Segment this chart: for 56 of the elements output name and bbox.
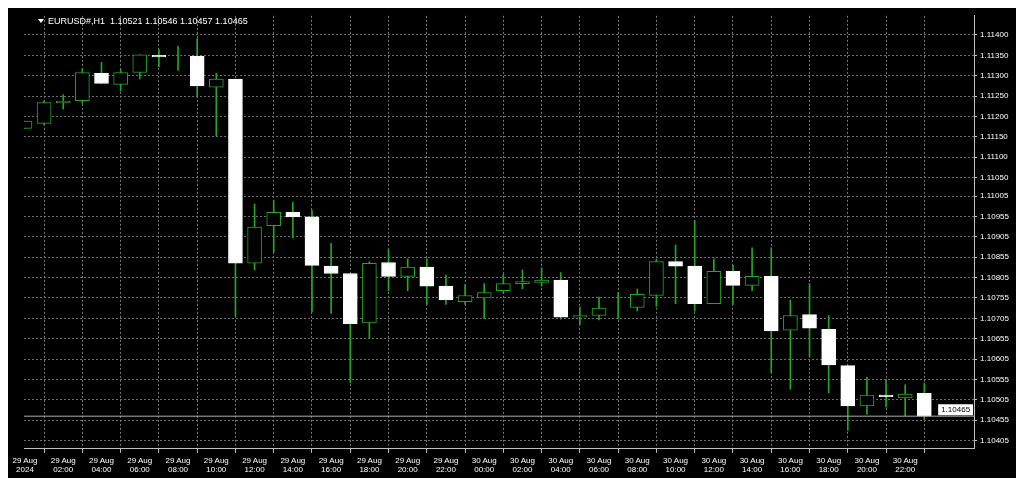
y-tick-label: 1.10505 [980, 395, 1010, 405]
x-tick-label: 29 Aug 14:00 [280, 455, 306, 475]
candlestick [285, 201, 301, 238]
y-tick-label: 1.10805 [980, 272, 1010, 282]
x-tick-label: 30 Aug 22:00 [892, 455, 918, 475]
x-tick-label: 30 Aug 08:00 [624, 455, 650, 475]
x-tick-label: 30 Aug 10:00 [663, 455, 689, 475]
y-tick-label: 1.11050 [980, 172, 1009, 182]
x-tick-label: 30 Aug 06:00 [586, 455, 612, 475]
x-tick-label: 29 Aug 02:00 [50, 455, 76, 475]
y-tick-label: 1.11250 [980, 91, 1009, 101]
candlestick [208, 72, 224, 136]
y-tick-label: 1.10605 [980, 354, 1010, 364]
x-tick-label: 29 Aug 10:00 [203, 455, 229, 475]
ref-line-label: 1.10465 [941, 404, 971, 414]
y-tick-label: 1.10705 [980, 313, 1010, 323]
x-tick-label: 30 Aug 18:00 [816, 455, 842, 475]
y-tick-label: 1.11150 [980, 132, 1009, 142]
x-tick-label: 30 Aug 20:00 [854, 455, 880, 475]
x-tick-label: 30 Aug 02:00 [510, 455, 535, 475]
x-tick-label: 29 Aug 18:00 [356, 455, 382, 475]
y-tick-label: 1.11200 [980, 111, 1009, 121]
chart-title: EURUSD#,H1 1.10521 1.10546 1.10457 1.10465 [48, 16, 248, 26]
y-tick-label: 1.10405 [980, 435, 1010, 445]
candlestick [323, 242, 339, 314]
x-tick-label: 29 Aug 08:00 [165, 455, 191, 475]
x-tick-label: 29 Aug 16:00 [318, 455, 344, 475]
x-tick-label: 30 Aug 00:00 [471, 455, 497, 475]
candlestick [744, 247, 760, 291]
candlestick [266, 200, 282, 253]
y-tick-label: 1.10655 [980, 333, 1010, 343]
y-tick-label: 1.11400 [980, 30, 1009, 40]
y-tick-label: 1.10905 [980, 231, 1010, 241]
x-tick-label: 29 Aug 2024 [12, 455, 38, 475]
candlestick [476, 283, 492, 319]
x-tick-label: 30 Aug 16:00 [777, 455, 803, 475]
y-tick-label: 1.11350 [980, 50, 1009, 60]
y-tick-label: 1.10955 [980, 211, 1010, 221]
x-tick-label: 29 Aug 04:00 [89, 455, 114, 475]
x-tick-label: 29 Aug 22:00 [433, 455, 459, 475]
x-tick-label: 30 Aug 04:00 [548, 455, 574, 475]
y-tick-label: 1.10555 [980, 374, 1010, 384]
x-tick-label: 29 Aug 06:00 [127, 455, 153, 475]
x-tick-label: 30 Aug 14:00 [739, 455, 765, 475]
y-tick-label: 1.11100 [980, 152, 1009, 162]
x-tick-label: 30 Aug 12:00 [701, 455, 727, 475]
candlestick [878, 379, 894, 408]
candlestick [572, 306, 588, 325]
y-tick-label: 1.10755 [980, 293, 1010, 303]
y-tick-label: 1.11300 [980, 70, 1009, 80]
y-tick-label: 1.11005 [980, 191, 1009, 201]
y-tick-label: 1.10855 [980, 252, 1010, 262]
candlestick [897, 384, 913, 417]
x-tick-label: 29 Aug 20:00 [395, 455, 421, 475]
x-tick-label: 29 Aug 12:00 [242, 455, 268, 475]
y-tick-label: 1.10455 [980, 415, 1010, 425]
